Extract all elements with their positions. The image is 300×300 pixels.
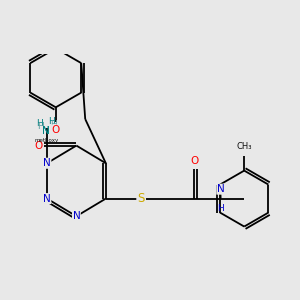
Text: S: S	[137, 192, 145, 205]
Text: N: N	[73, 211, 80, 221]
Text: H: H	[48, 117, 55, 126]
Text: methoxy: methoxy	[35, 138, 59, 143]
Text: N: N	[42, 126, 49, 136]
Text: N: N	[217, 184, 224, 194]
Text: N: N	[43, 158, 51, 168]
Text: N: N	[43, 194, 51, 204]
Text: H: H	[37, 122, 44, 131]
Text: CH₃: CH₃	[236, 142, 252, 152]
Text: O: O	[52, 125, 60, 135]
Text: H: H	[50, 120, 57, 129]
Text: H: H	[36, 119, 43, 128]
Text: O: O	[34, 141, 43, 151]
Text: O: O	[190, 156, 198, 166]
Text: N: N	[43, 126, 50, 136]
Text: H: H	[217, 205, 224, 214]
